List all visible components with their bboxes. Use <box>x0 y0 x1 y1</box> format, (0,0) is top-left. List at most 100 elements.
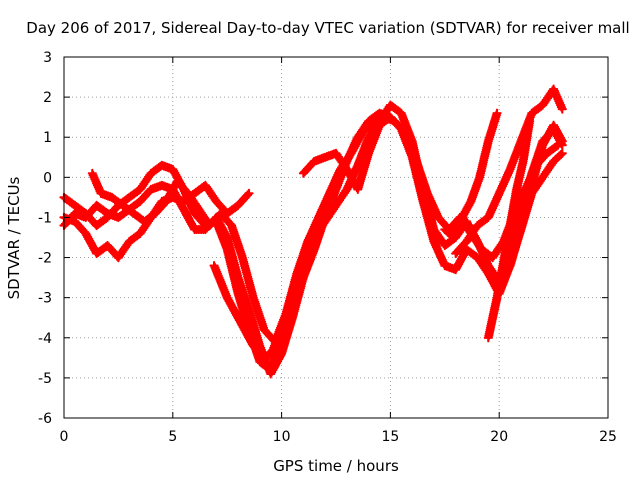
data-point <box>247 192 251 195</box>
data-point <box>356 188 359 191</box>
data-point <box>182 200 185 203</box>
data-point <box>280 352 283 356</box>
data-point <box>519 140 523 143</box>
data-point <box>117 216 120 219</box>
data-point <box>91 172 94 175</box>
x-tick-label: 20 <box>490 429 508 445</box>
data-point <box>106 244 109 247</box>
data-point <box>99 192 103 195</box>
data-point <box>487 336 490 339</box>
data-point <box>160 200 164 203</box>
data-series <box>59 84 567 379</box>
x-tick-label: 10 <box>273 429 291 445</box>
data-point <box>378 123 381 127</box>
x-axis-label: GPS time / hours <box>273 457 399 475</box>
data-point <box>487 140 490 143</box>
data-point <box>215 200 218 203</box>
data-point <box>443 264 446 267</box>
data-point <box>552 87 555 91</box>
y-tick-label: 2 <box>43 90 52 106</box>
data-point <box>132 212 135 215</box>
data-point <box>73 212 77 215</box>
data-point <box>208 224 211 227</box>
data-point <box>561 152 564 155</box>
data-point <box>478 176 481 179</box>
data-point <box>171 168 174 171</box>
y-axis-label: SDTVAR / TECUs <box>5 176 23 299</box>
data-point <box>443 244 446 247</box>
data-point <box>530 184 534 187</box>
data-point <box>219 212 222 215</box>
data-point <box>106 216 109 219</box>
data-point <box>350 152 353 155</box>
data-point <box>226 248 229 251</box>
data-point <box>239 320 242 323</box>
series-markers <box>483 116 535 343</box>
data-point <box>197 208 201 211</box>
data-point <box>508 224 512 227</box>
data-point <box>360 132 364 135</box>
data-point <box>561 140 564 143</box>
data-point <box>345 168 349 171</box>
data-point <box>271 348 275 352</box>
series-arc-10 <box>505 120 567 271</box>
data-point <box>265 356 268 360</box>
data-point <box>121 204 124 207</box>
data-point <box>295 272 299 275</box>
data-point <box>149 216 153 219</box>
data-point <box>437 216 440 219</box>
tick-labels: 0 5 10 15 20 25 -6 -5 -4 -3 -2 -1 0 1 2 3 <box>38 50 617 445</box>
data-point <box>193 228 196 231</box>
data-point <box>258 352 262 356</box>
y-tick-label: -2 <box>38 251 52 267</box>
data-point <box>487 264 490 267</box>
data-point <box>415 160 418 163</box>
y-tick-label: 3 <box>43 50 52 66</box>
data-point <box>160 184 164 187</box>
y-tick-label: -4 <box>38 331 52 347</box>
data-point <box>389 103 392 107</box>
data-point <box>306 240 309 243</box>
data-point <box>252 296 255 299</box>
data-point <box>541 144 544 147</box>
data-point <box>95 224 98 227</box>
data-point <box>454 268 457 271</box>
data-point <box>226 296 229 299</box>
data-point <box>491 256 494 259</box>
y-tick-label: -3 <box>38 291 52 307</box>
data-point <box>530 111 534 115</box>
x-tick-label: 25 <box>599 429 617 445</box>
data-point <box>236 204 240 207</box>
data-point <box>465 248 468 251</box>
data-point <box>323 156 327 159</box>
data-point <box>454 252 457 255</box>
data-point <box>247 308 251 311</box>
data-point <box>313 248 316 251</box>
data-point <box>480 248 483 251</box>
data-point <box>508 264 512 267</box>
y-tick-label: 0 <box>43 170 52 186</box>
data-point <box>561 107 564 111</box>
y-tick-label: -5 <box>38 371 52 387</box>
data-point <box>284 312 288 315</box>
series-arc-6 <box>298 112 395 194</box>
data-point <box>552 160 555 163</box>
ticks <box>63 56 609 419</box>
data-point <box>313 160 316 163</box>
x-tick-label: 15 <box>381 429 399 445</box>
data-point <box>171 196 174 199</box>
data-point <box>84 212 87 215</box>
data-point <box>426 192 429 195</box>
chart-title: Day 206 of 2017, Sidereal Day-to-day VTE… <box>26 19 629 37</box>
data-point <box>476 224 479 227</box>
data-point <box>334 152 338 155</box>
data-point <box>245 332 248 335</box>
data-point <box>149 172 153 175</box>
data-point <box>515 188 518 191</box>
data-point <box>345 188 349 191</box>
data-point <box>138 188 142 191</box>
data-point <box>138 200 142 203</box>
data-point <box>443 228 446 231</box>
y-tick-label: 1 <box>43 130 52 146</box>
